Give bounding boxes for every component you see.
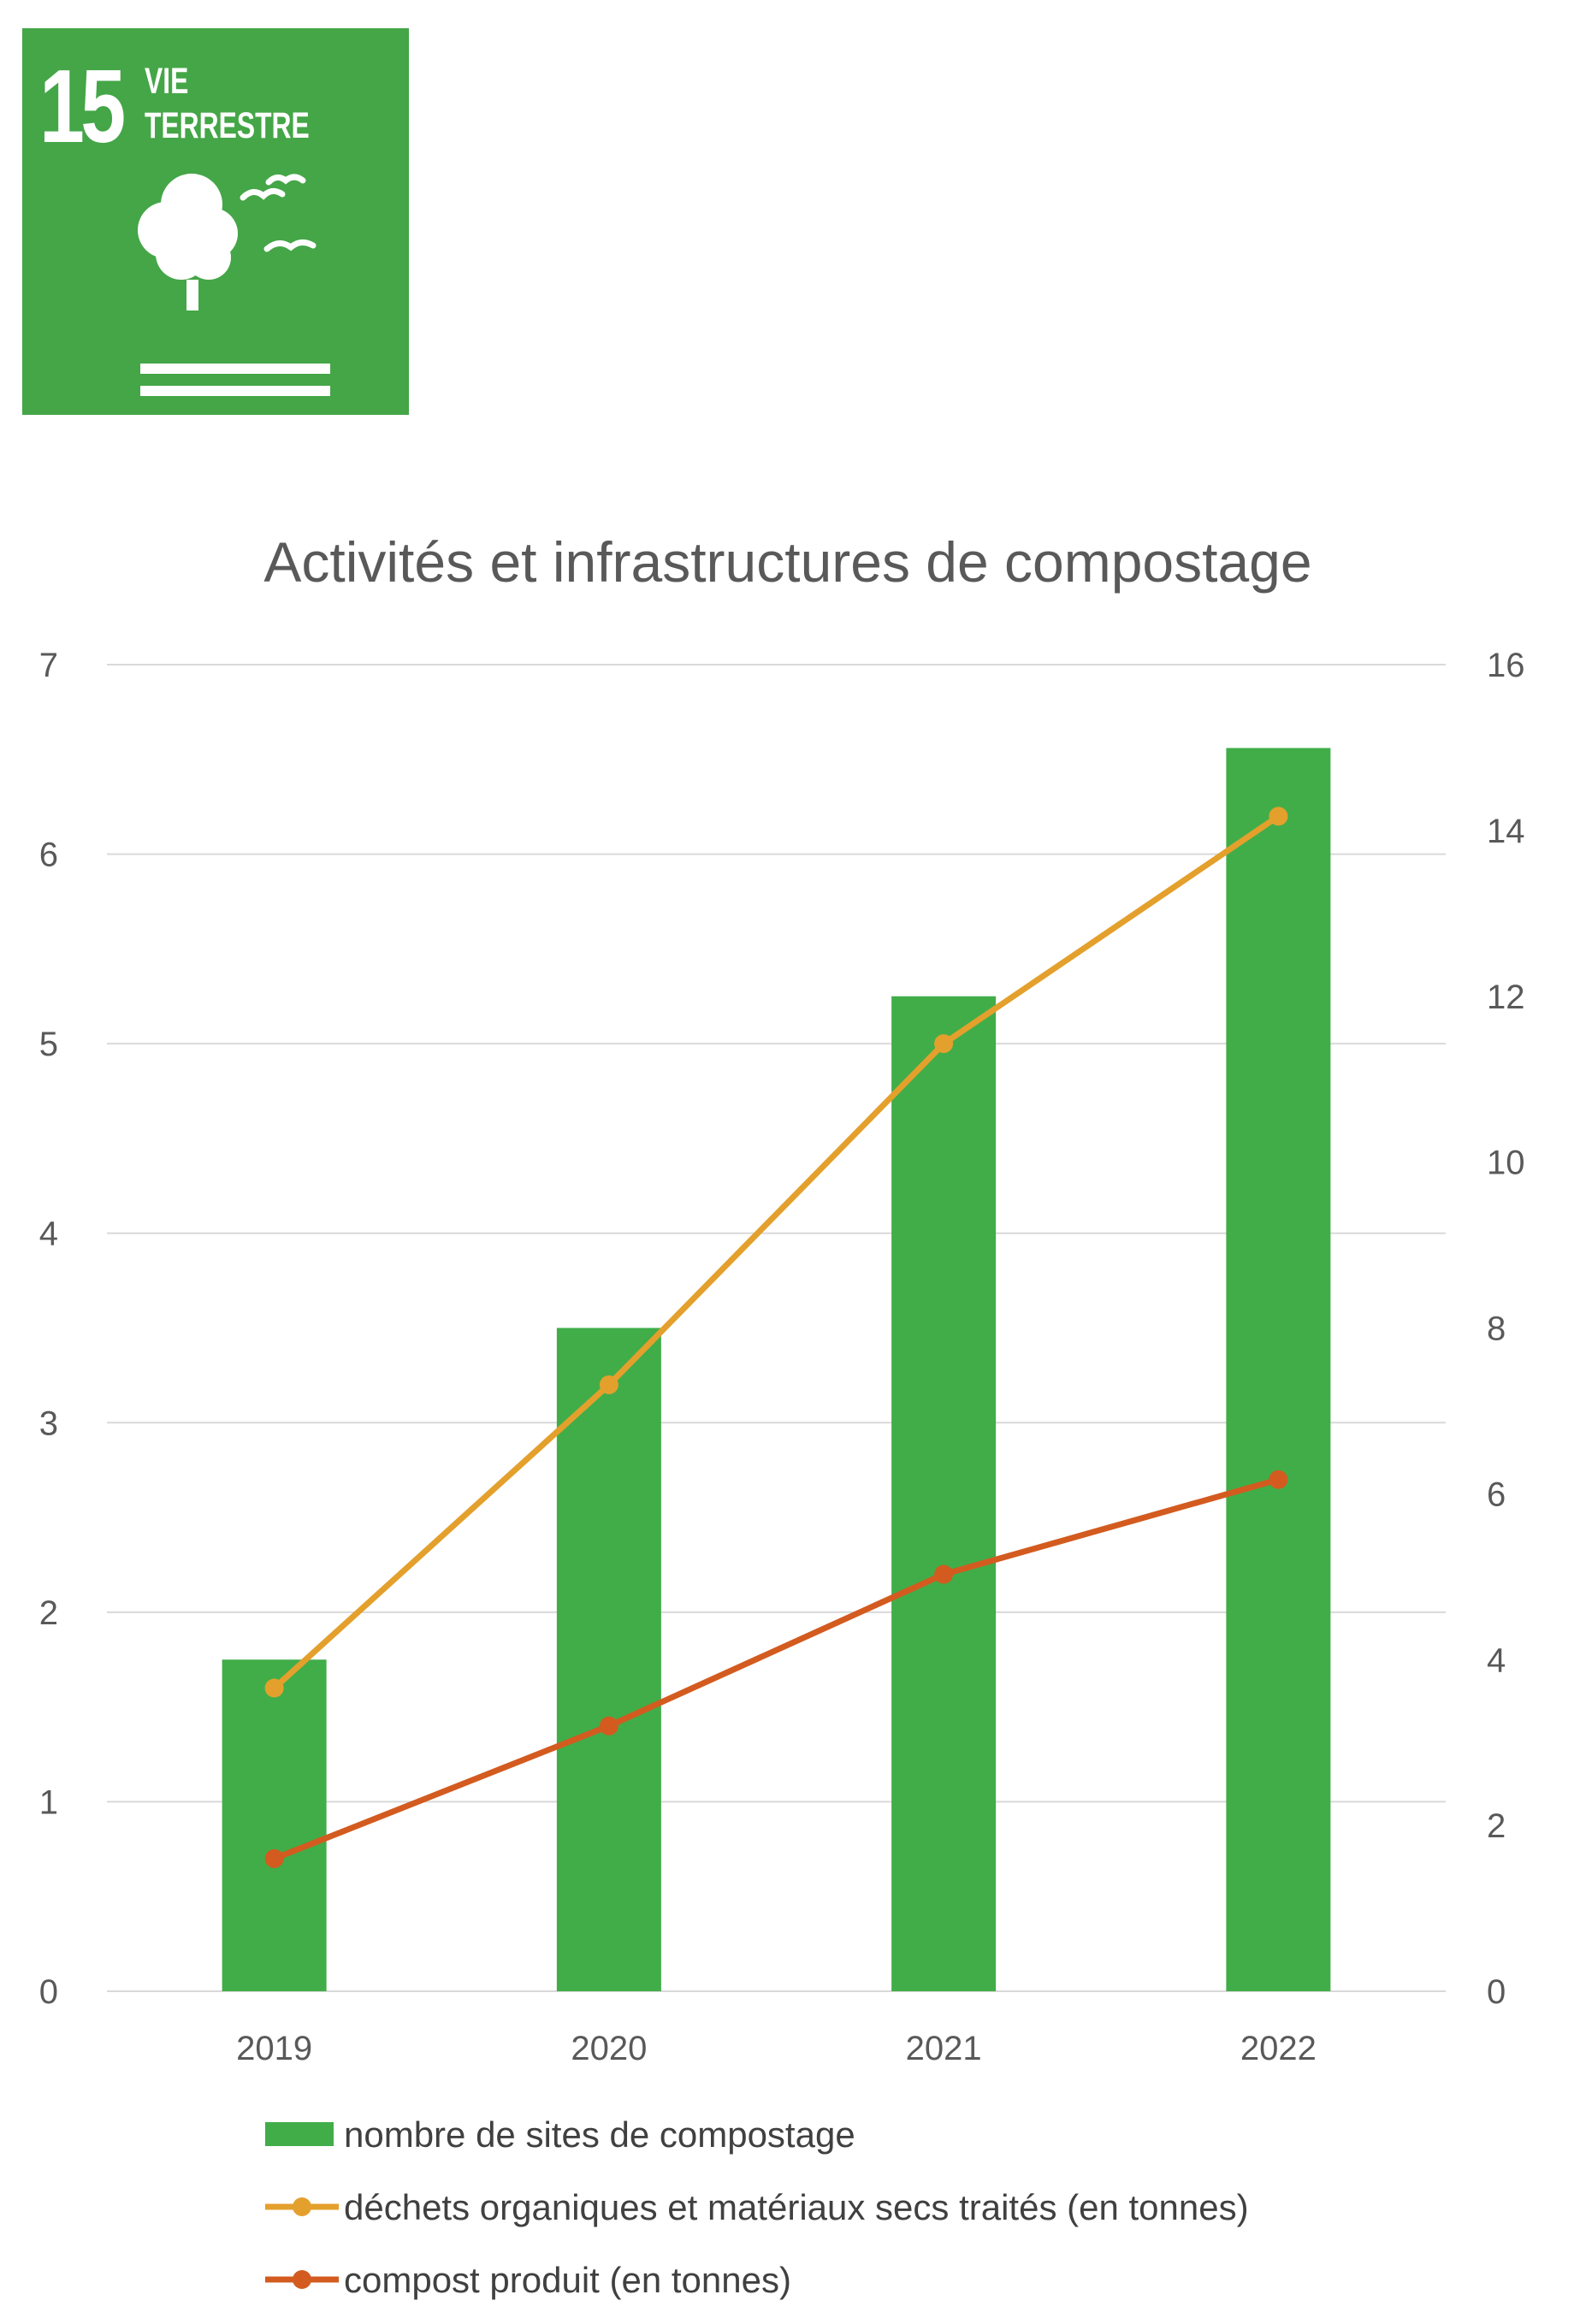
line-series [264,807,1288,1868]
y-tick-label-right: 10 [1487,1144,1525,1182]
compost-chart: Activités et infrastructures de composta… [39,530,1525,2300]
x-tick-label: 2022 [1240,2030,1317,2067]
y-tick-label-left: 6 [39,837,58,874]
tree-and-birds-icon [138,174,330,396]
y-tick-label-left: 0 [39,1973,58,2011]
sdg-label: VIE TERRESTRE [145,59,310,148]
y-tick-label-right: 2 [1487,1807,1506,1845]
line-point [1269,1470,1288,1489]
line-point [599,1716,618,1736]
x-axis: 2019 2020 2021 2022 [236,2030,1317,2067]
legend-swatch-bar [265,2122,334,2146]
gridlines [107,664,1446,1992]
y-axis-right: 0 2 4 6 8 10 12 14 16 [1487,647,1525,2011]
legend-label: compost produit (en tonnes) [344,2260,791,2300]
y-axis-left: 0 1 2 3 4 5 6 7 [39,647,58,2011]
y-tick-label-right: 12 [1487,979,1525,1016]
y-tick-label-left: 1 [39,1783,58,1821]
series-line [273,1476,1280,1862]
legend-swatch-marker [293,2197,311,2216]
bar [1226,748,1331,1991]
bar [556,1328,661,1991]
y-tick-label-left: 2 [39,1594,58,1632]
line-point [264,1848,284,1868]
sdg-label-line2: TERRESTRE [145,105,310,146]
y-tick-label-right: 8 [1487,1310,1506,1348]
y-tick-label-left: 3 [39,1404,58,1442]
legend-swatch-marker [293,2270,311,2289]
chart-title: Activités et infrastructures de composta… [263,530,1311,594]
legend-label: déchets organiques et matériaux secs tra… [344,2187,1249,2227]
y-tick-label-left: 4 [39,1215,58,1253]
line-point [599,1375,618,1394]
sdg-15-badge: 15 VIE TERRESTRE [22,28,409,415]
x-tick-label: 2020 [571,2030,647,2067]
sdg-number: 15 [39,48,126,164]
sdg-label-line1: VIE [145,61,189,102]
legend: nombre de sites de compostage déchets org… [265,2114,1249,2300]
y-tick-label-right: 16 [1487,647,1525,684]
line-point [1269,807,1288,826]
bar-series [222,748,1331,1991]
series-line [272,813,1281,1691]
line-point [264,1678,284,1698]
y-tick-label-right: 14 [1487,813,1525,850]
y-tick-label-right: 0 [1487,1973,1506,2011]
bar [891,996,997,1991]
x-tick-label: 2021 [906,2030,982,2067]
line-point [934,1564,954,1584]
y-tick-label-left: 5 [39,1026,58,1063]
line-point [934,1034,954,1054]
y-tick-label-left: 7 [39,647,58,684]
legend-label: nombre de sites de compostage [344,2114,855,2155]
x-tick-label: 2019 [236,2030,312,2067]
y-tick-label-right: 4 [1487,1641,1506,1679]
bar [222,1659,327,1991]
y-tick-label-right: 6 [1487,1475,1506,1513]
